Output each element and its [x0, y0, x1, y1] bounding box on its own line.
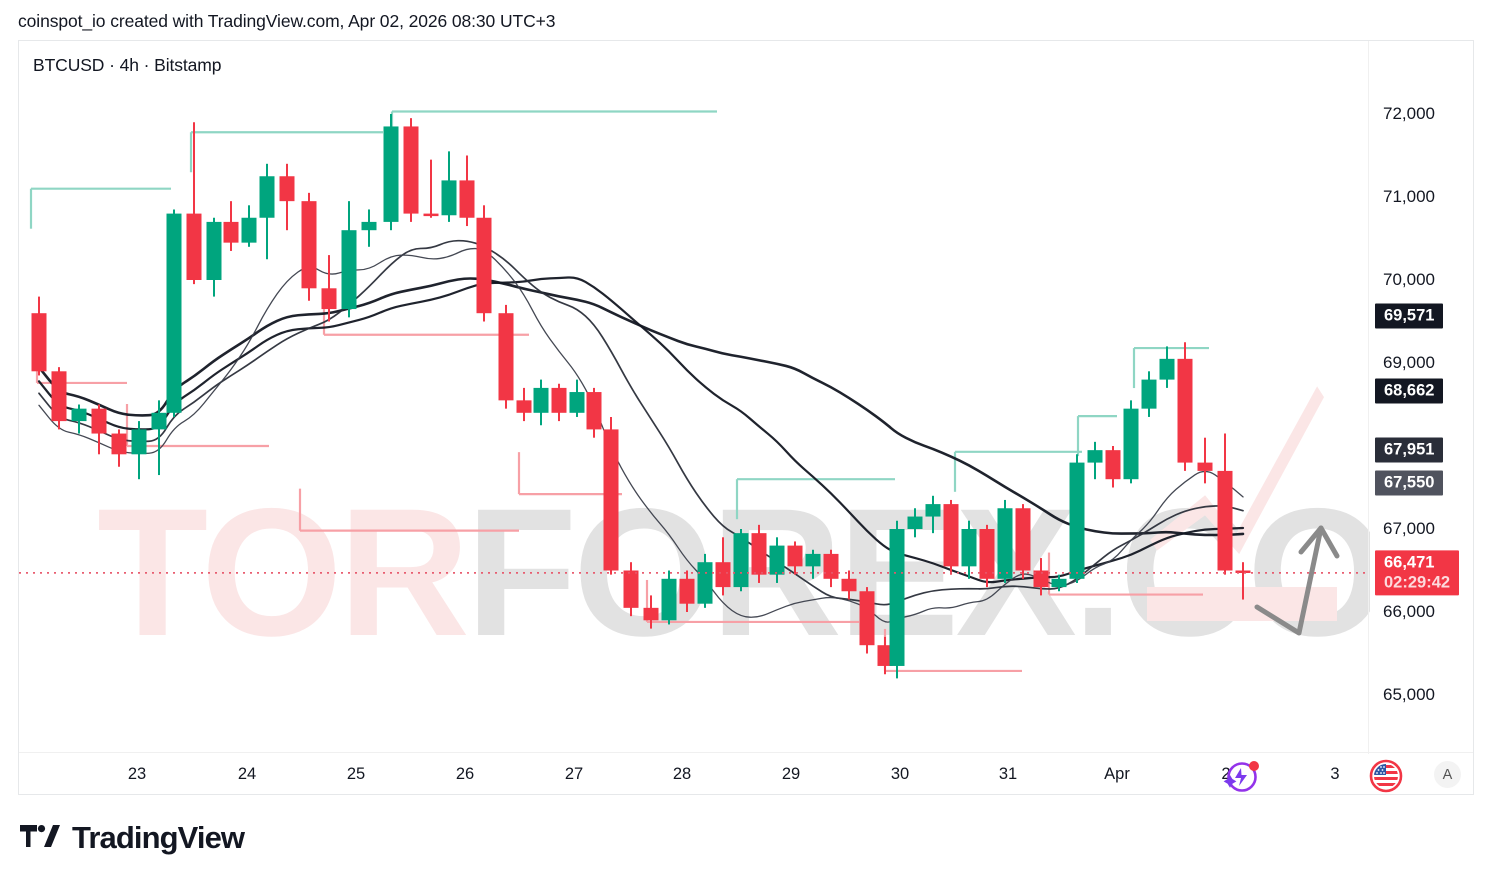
price-tick-65000: 65,000 [1383, 685, 1435, 704]
last-price-badge[interactable]: 66,471 02:29:42 [1375, 550, 1460, 596]
time-tick-28: 28 [672, 765, 692, 783]
attribution-text: coinspot_io created with TradingView.com… [18, 11, 556, 31]
time-tick-24: 24 [237, 765, 257, 783]
time-tick-27: 27 [564, 765, 584, 783]
tradingview-logo: TradingView [20, 820, 245, 856]
chart-symbol-title: BTCUSD · 4h · Bitstamp [33, 55, 222, 75]
us-economic-event-icon[interactable] [1367, 757, 1405, 795]
time-tick-26: 26 [455, 765, 475, 783]
price-tick-69000: 69,000 [1383, 353, 1435, 372]
ma-price-badge-67550[interactable]: 67,550 [1375, 470, 1444, 496]
time-tick-31: 31 [998, 765, 1018, 783]
ma-price-badge-69571[interactable]: 69,571 [1375, 303, 1444, 329]
ma-price-badge-67951[interactable]: 67,951 [1375, 437, 1444, 463]
price-tick-70000: 70,000 [1383, 270, 1435, 289]
price-scale[interactable]: 72,000 71,000 70,000 69,000 67,000 66,000 65,0… [1368, 41, 1473, 754]
price-tick-71000: 71,000 [1383, 187, 1435, 206]
bar-countdown: 02:29:42 [1384, 573, 1451, 592]
time-tick-25: 25 [346, 765, 366, 783]
tradingview-logo-icon [20, 825, 60, 847]
price-tick-72000: 72,000 [1383, 104, 1435, 123]
time-tick-29: 29 [781, 765, 801, 783]
time-tick-2: 2 [1221, 765, 1231, 783]
chart-panel: BTCUSD · 4h · Bitstamp TORFOREX.COM 72,0… [18, 40, 1474, 795]
time-tick-30: 30 [890, 765, 910, 783]
ai-sparkle-event-icon[interactable] [1221, 755, 1263, 795]
tradingview-wordmark: TradingView [72, 820, 245, 855]
candlestick-series [19, 110, 1370, 679]
ma-price-badge-68662[interactable]: 68,662 [1375, 378, 1444, 404]
last-price-value: 66,471 [1384, 553, 1435, 572]
time-tick-3: 3 [1330, 765, 1340, 783]
chart-plot-area[interactable]: TORFOREX.COM [19, 41, 1370, 754]
time-scale[interactable]: A 23 24 25 26 27 28 29 30 31 Apr 2 3 [19, 752, 1473, 794]
time-tick-apr: Apr [1104, 765, 1130, 783]
time-tick-23: 23 [127, 765, 147, 783]
price-tick-67000: 67,000 [1383, 519, 1435, 538]
timezone-badge[interactable]: A [1434, 761, 1461, 788]
price-tick-66000: 66,000 [1383, 602, 1435, 621]
